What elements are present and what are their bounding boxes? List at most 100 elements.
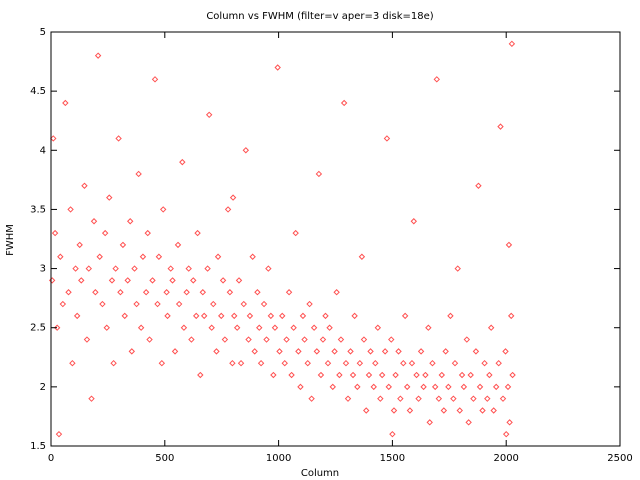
data-point	[48, 277, 56, 284]
data-point	[283, 336, 290, 343]
data-point	[167, 265, 174, 272]
data-point	[390, 407, 398, 414]
y-tick-label: 1.5	[30, 441, 46, 452]
data-point	[72, 265, 79, 272]
data-point	[76, 241, 83, 249]
data-point	[367, 348, 374, 355]
data-point	[99, 300, 106, 308]
data-point	[57, 253, 64, 260]
data-point	[306, 300, 313, 308]
data-point	[175, 300, 183, 308]
data-point	[115, 135, 122, 142]
data-point	[490, 407, 497, 414]
x-axis-label: Column	[301, 468, 339, 479]
data-point	[356, 359, 364, 367]
y-tick-label: 2	[40, 382, 46, 393]
data-point	[108, 277, 116, 284]
data-point	[237, 359, 245, 367]
data-point	[504, 383, 512, 391]
data-point	[322, 312, 329, 320]
data-point	[106, 194, 113, 201]
data-point	[92, 289, 99, 296]
data-point	[408, 359, 416, 367]
data-point	[94, 52, 102, 59]
data-point	[288, 371, 295, 379]
data-point	[260, 300, 268, 308]
data-point	[301, 336, 308, 343]
data-point	[267, 312, 275, 320]
data-point	[254, 289, 261, 296]
data-point	[67, 206, 74, 213]
data-point	[410, 218, 418, 225]
data-point	[447, 312, 454, 320]
data-point	[295, 348, 302, 355]
data-point	[128, 348, 136, 355]
data-point	[509, 371, 516, 379]
data-point	[51, 229, 59, 237]
data-point	[433, 76, 440, 83]
data-point	[326, 324, 333, 331]
data-point	[270, 371, 277, 379]
data-point	[465, 419, 472, 426]
data-point	[200, 312, 208, 320]
data-point	[442, 348, 449, 355]
data-point	[383, 135, 391, 142]
data-point	[349, 371, 357, 379]
y-tick-label: 5	[40, 27, 46, 38]
data-point	[313, 348, 321, 355]
data-point	[193, 312, 200, 320]
data-point	[199, 289, 207, 296]
data-point	[53, 324, 61, 331]
data-point	[224, 206, 232, 213]
data-point	[505, 241, 513, 249]
y-axis-label: FWHM	[5, 224, 16, 256]
data-point	[126, 218, 134, 225]
plot-frame	[50, 31, 621, 447]
data-point	[158, 359, 166, 367]
data-point	[329, 383, 336, 391]
data-point	[190, 277, 197, 284]
data-point	[400, 359, 407, 367]
x-tick-label: 1000	[266, 453, 291, 464]
data-point	[340, 99, 348, 107]
data-point	[454, 265, 461, 272]
data-point	[229, 194, 237, 201]
data-point	[319, 336, 327, 343]
data-point	[377, 395, 384, 402]
data-point	[151, 76, 159, 83]
x-tick-label: 2000	[493, 453, 518, 464]
data-point	[163, 289, 170, 296]
x-tick-label: 1500	[380, 453, 405, 464]
data-point	[331, 348, 338, 355]
data-point	[188, 336, 195, 343]
x-tick-label: 2500	[607, 453, 632, 464]
data-point	[221, 336, 229, 343]
data-point	[235, 277, 243, 284]
y-tick-label: 4.5	[30, 86, 46, 97]
data-point	[484, 395, 491, 402]
data-point	[290, 324, 297, 331]
data-point	[78, 277, 85, 284]
data-point	[481, 359, 488, 367]
data-point	[279, 312, 286, 320]
data-point	[274, 64, 281, 71]
chart-title: Column vs FWHM (filter=v aper=3 disk=18e…	[206, 11, 433, 22]
data-point	[246, 312, 254, 320]
data-point	[55, 430, 63, 438]
data-point	[226, 289, 234, 296]
data-point	[110, 359, 117, 367]
data-point	[219, 277, 227, 284]
data-point	[251, 348, 258, 355]
data-point	[388, 336, 395, 343]
data-point	[475, 182, 482, 189]
data-point	[363, 407, 370, 414]
data-point	[50, 135, 57, 142]
data-point	[392, 371, 399, 379]
data-point	[59, 300, 67, 308]
data-point	[204, 265, 211, 272]
data-point	[506, 419, 513, 426]
data-point	[337, 336, 345, 343]
data-point	[69, 359, 76, 367]
data-point	[426, 419, 433, 426]
data-point	[492, 383, 500, 391]
